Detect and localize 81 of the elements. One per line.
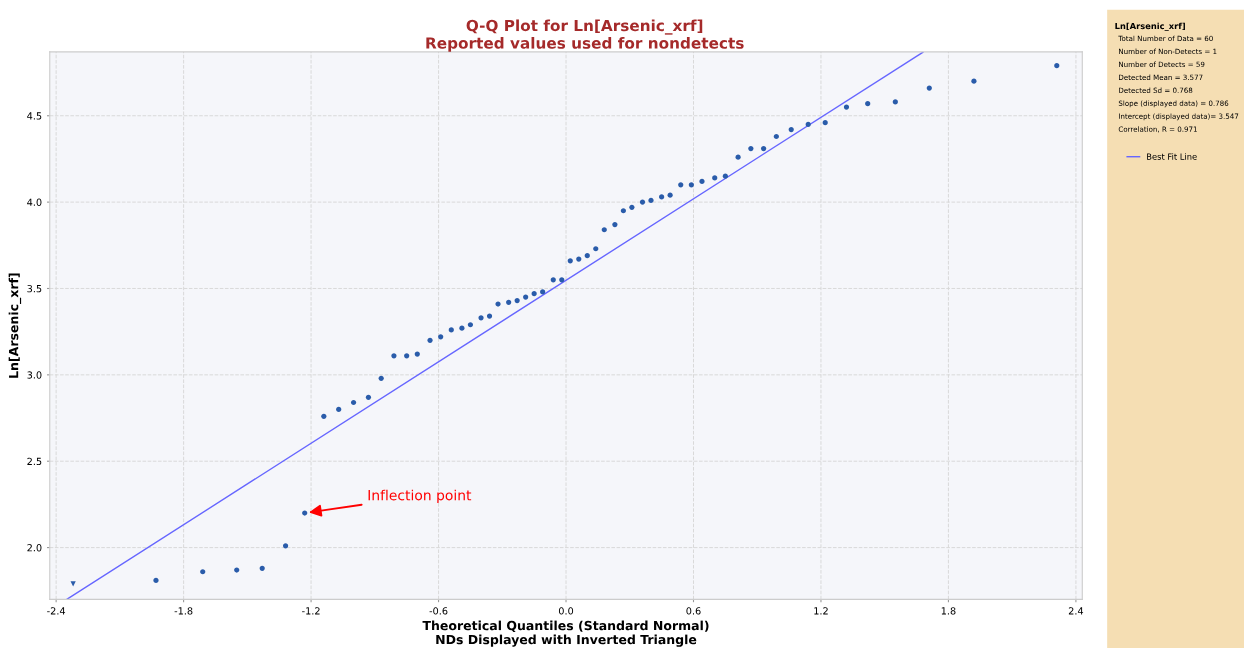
point [550,277,556,283]
x-tick-label: 0.6 [686,607,701,615]
y-axis-title: Ln[Arsenic_xrf] [8,273,22,378]
point [601,227,607,233]
point [843,104,850,110]
point [805,121,811,127]
legend-title: Ln[Arsenic_xrf] [1115,22,1185,31]
x-tick-label: -0.6 [429,607,448,615]
point [414,351,420,357]
point [865,101,871,107]
point [593,246,599,252]
point [576,256,582,262]
point [612,221,618,228]
x-tick-label: 1.8 [941,607,956,615]
point [648,197,654,203]
y-tick-label: 3.0 [27,371,42,379]
point [391,353,397,359]
point [584,253,590,259]
point [427,337,433,343]
point [153,577,159,583]
point [336,406,342,412]
y-tick-label: 2.0 [27,544,42,552]
x-tick-label: 2.4 [1068,607,1084,615]
x-tick-label: -1.8 [174,607,193,615]
point [722,173,728,179]
point [971,78,977,84]
point [350,399,357,406]
x-tick-label: -1.2 [302,607,320,615]
x-tick-label: 1.2 [814,607,828,615]
point [478,315,484,321]
x-axis-title: Theoretical Quantiles (Standard Normal) NDs Displayed with Inverted Triangle [422,620,709,647]
point [459,325,465,331]
point [629,204,635,210]
point [486,313,493,319]
point [523,294,529,300]
point [1054,63,1060,69]
x-tick-label: -2.4 [47,607,66,615]
point [378,375,384,381]
point [495,301,501,307]
point [467,322,474,328]
annotation: Inflection point [368,489,472,504]
point [712,175,718,181]
point [448,327,454,333]
point [773,133,779,140]
point [748,145,754,152]
point [70,581,76,587]
point [639,199,646,205]
point [926,85,932,91]
x-tick-label: 0.0 [558,607,574,615]
point [667,192,673,198]
point [620,208,626,214]
y-tick-label: 4.0 [27,198,42,206]
point [559,277,565,283]
point [282,543,289,549]
point [659,194,665,200]
point [321,413,327,419]
point [259,565,265,571]
point [788,126,794,133]
point [892,99,898,105]
point [404,353,410,359]
y-tick-label: 2.5 [27,457,42,466]
point [688,182,694,188]
point [514,297,520,304]
y-tick-label: 4.5 [27,112,42,120]
point [200,569,206,575]
point [567,258,573,264]
point [234,567,240,573]
legend-label: Best Fit Line [1147,153,1197,160]
point [540,289,546,295]
point [735,154,741,160]
point [365,394,372,400]
point [822,120,828,126]
chart-title: Q-Q Plot for Ln[Arsenic_xrf] Reported values used for nondetects [426,19,744,52]
point [302,510,308,516]
y-tick-label: 3.5 [27,284,42,293]
point [699,178,705,184]
point [678,182,684,188]
point [438,334,444,340]
point [761,145,767,152]
point [506,299,512,305]
point [531,291,537,297]
